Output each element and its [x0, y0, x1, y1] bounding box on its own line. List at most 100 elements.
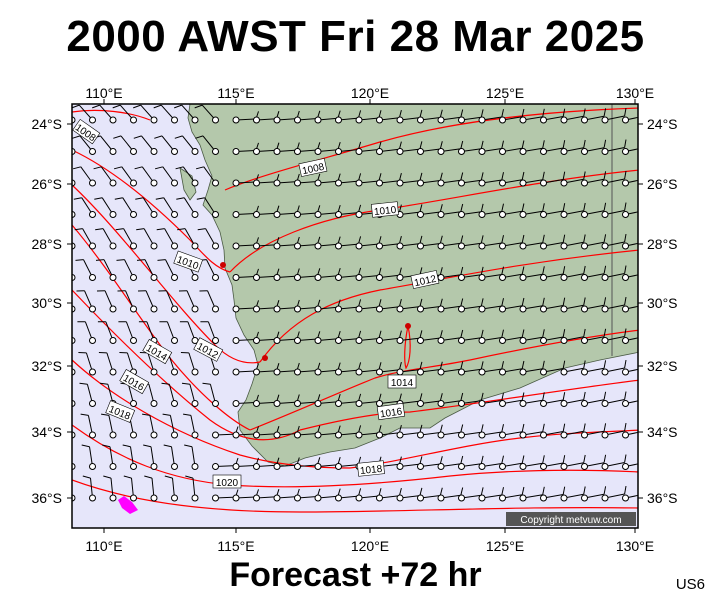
- wind-station: [437, 494, 445, 502]
- wind-barb-feather: [181, 382, 190, 385]
- wind-barb-feather: [603, 139, 607, 148]
- wind-barb-feather: [624, 234, 627, 243]
- wind-station: [601, 116, 609, 124]
- wind-station: [458, 494, 465, 502]
- wind-station: [232, 494, 240, 502]
- wind-barb-feather: [114, 197, 123, 200]
- wind-station: [130, 242, 137, 250]
- wind-station: [171, 337, 178, 344]
- wind-station: [294, 400, 301, 407]
- wind-barb-feather: [419, 235, 423, 244]
- wind-station: [376, 179, 383, 187]
- wind-station: [581, 116, 588, 124]
- wind-station: [499, 494, 506, 502]
- wind-station: [519, 463, 527, 470]
- wind-station: [581, 274, 588, 281]
- wind-station: [273, 400, 281, 407]
- wind-station: [458, 337, 465, 344]
- wind-station: [417, 305, 424, 313]
- wind-station: [212, 305, 219, 313]
- wind-station: [273, 431, 281, 439]
- lat-label: 32°S: [31, 358, 62, 374]
- wind-station: [171, 463, 178, 470]
- wind-station: [171, 431, 178, 439]
- wind-barb-feather: [55, 260, 63, 261]
- wind-station: [232, 400, 240, 407]
- isobar-1022-a: [72, 479, 638, 513]
- wind-barb-feather: [603, 202, 607, 211]
- wind-station: [314, 337, 322, 344]
- wind-barb-feather: [624, 202, 627, 211]
- wind-barb-feather: [143, 444, 152, 448]
- wind-barb-feather: [583, 171, 586, 180]
- wind-barb-feather: [419, 141, 423, 150]
- wind-barb-feather: [501, 109, 504, 118]
- wind-station: [560, 274, 568, 281]
- wind-station: [519, 211, 527, 218]
- wind-station: [355, 148, 363, 155]
- wind-station: [109, 179, 117, 187]
- wind-barb-feather: [480, 203, 484, 212]
- isobar-label: 1018: [357, 460, 385, 477]
- wind-station: [519, 494, 527, 502]
- wind-barb-feather: [542, 171, 545, 180]
- wind-barb-feather: [196, 197, 205, 200]
- wind-station: [499, 337, 506, 344]
- wind-barb-feather: [164, 475, 173, 479]
- lat-label: 36°S: [647, 490, 678, 506]
- wind-barb-feather: [583, 139, 586, 148]
- wind-barb-feather: [460, 266, 464, 275]
- wind-station: [601, 305, 609, 313]
- wind-station: [601, 242, 609, 250]
- wind-station: [130, 148, 137, 155]
- wind-station: [396, 431, 404, 439]
- wind-station: [601, 368, 609, 376]
- wind-station: [232, 431, 240, 439]
- wind-station: [437, 463, 445, 470]
- wind-station: [540, 211, 547, 218]
- wind-barb-feather: [645, 266, 646, 274]
- wind-barb-feather: [123, 475, 132, 479]
- wind-station: [540, 274, 547, 281]
- wind-station: [622, 494, 629, 502]
- lon-label: 110°E: [85, 538, 122, 554]
- lon-label: 115°E: [217, 85, 254, 101]
- wind-station: [478, 274, 486, 281]
- wind-station: [622, 274, 629, 281]
- wind-station: [540, 400, 547, 407]
- wind-barb-feather: [603, 328, 607, 337]
- wind-barb-feather: [583, 360, 586, 369]
- wind-station: [581, 368, 588, 376]
- wind-station: [253, 463, 260, 470]
- wind-station: [130, 400, 137, 407]
- wind-barb-feather: [134, 166, 143, 170]
- wind-station: [560, 148, 568, 155]
- wind-station: [89, 305, 96, 313]
- svg-text:1020: 1020: [216, 478, 239, 489]
- wind-barb-feather: [80, 413, 89, 416]
- lon-label: 120°E: [351, 538, 389, 554]
- wind-station: [601, 211, 609, 218]
- tick-marks: [67, 99, 643, 533]
- wind-barb-shaft: [72, 370, 73, 372]
- wind-barb-feather: [53, 198, 61, 200]
- wind-barb-feather: [501, 329, 504, 338]
- wind-station: [396, 337, 404, 344]
- wind-barb-feather: [157, 259, 166, 261]
- isobar-label: 1014: [387, 374, 417, 389]
- wind-station: [212, 463, 219, 470]
- wind-station: [335, 148, 342, 155]
- wind-barb-feather: [142, 413, 150, 416]
- wind-barb-feather: [54, 229, 62, 230]
- wind-station: [294, 494, 301, 502]
- wind-station: [540, 463, 547, 470]
- wind-barb-feather: [645, 329, 646, 337]
- wind-station: [519, 431, 527, 439]
- wind-barb-feather: [184, 444, 193, 448]
- isobar-label: 1008: [298, 158, 328, 177]
- wind-station: [171, 368, 178, 376]
- wind-station: [89, 337, 96, 344]
- wind-station: [253, 431, 260, 439]
- wind-barb-shaft: [72, 244, 73, 246]
- wind-station: [212, 368, 219, 376]
